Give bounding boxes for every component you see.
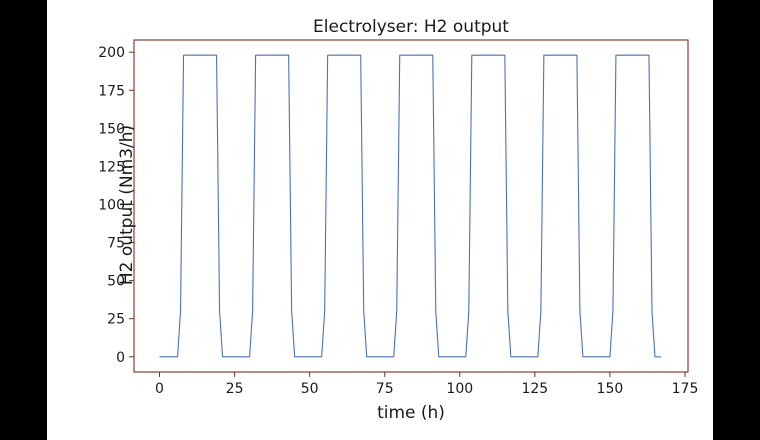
x-tick-label: 75: [376, 381, 394, 397]
y-tick-label: 150: [98, 121, 125, 137]
y-tick-label: 175: [98, 83, 125, 99]
y-axis-title: H2 output (Nm3/h): [117, 125, 137, 285]
x-tick-label: 175: [672, 381, 699, 397]
y-tick-label: 50: [107, 274, 125, 290]
axes-frame: [133, 39, 689, 373]
y-tick-label: 100: [98, 197, 125, 213]
x-tick-label: 125: [521, 381, 548, 397]
y-tick-label: 125: [98, 159, 125, 175]
chart-svg: Electrolyser: H2 output 0 25 50 75 100 125 150…: [98, 17, 699, 423]
x-axis-title: time (h): [377, 403, 445, 423]
y-tick-label: 200: [98, 45, 125, 61]
chart-title: Electrolyser: H2 output: [313, 17, 509, 37]
x-tick-label: 0: [155, 381, 164, 397]
x-tick-label: 100: [446, 381, 473, 397]
chart-canvas: Electrolyser: H2 output 0 25 50 75 100 125 150…: [47, 0, 713, 440]
series-line-0: [159, 54, 661, 358]
plot-area: 0 25 50 75 100 125 150 175 0 25 50 75 100 125 150 175 20…: [98, 39, 699, 397]
y-tick-label: 0: [116, 350, 125, 366]
y-tick-label: 25: [107, 312, 125, 328]
x-tick-label: 150: [597, 381, 624, 397]
y-tick-label: 75: [107, 236, 125, 252]
x-tick-label: 25: [226, 381, 244, 397]
x-tick-label: 50: [301, 381, 319, 397]
